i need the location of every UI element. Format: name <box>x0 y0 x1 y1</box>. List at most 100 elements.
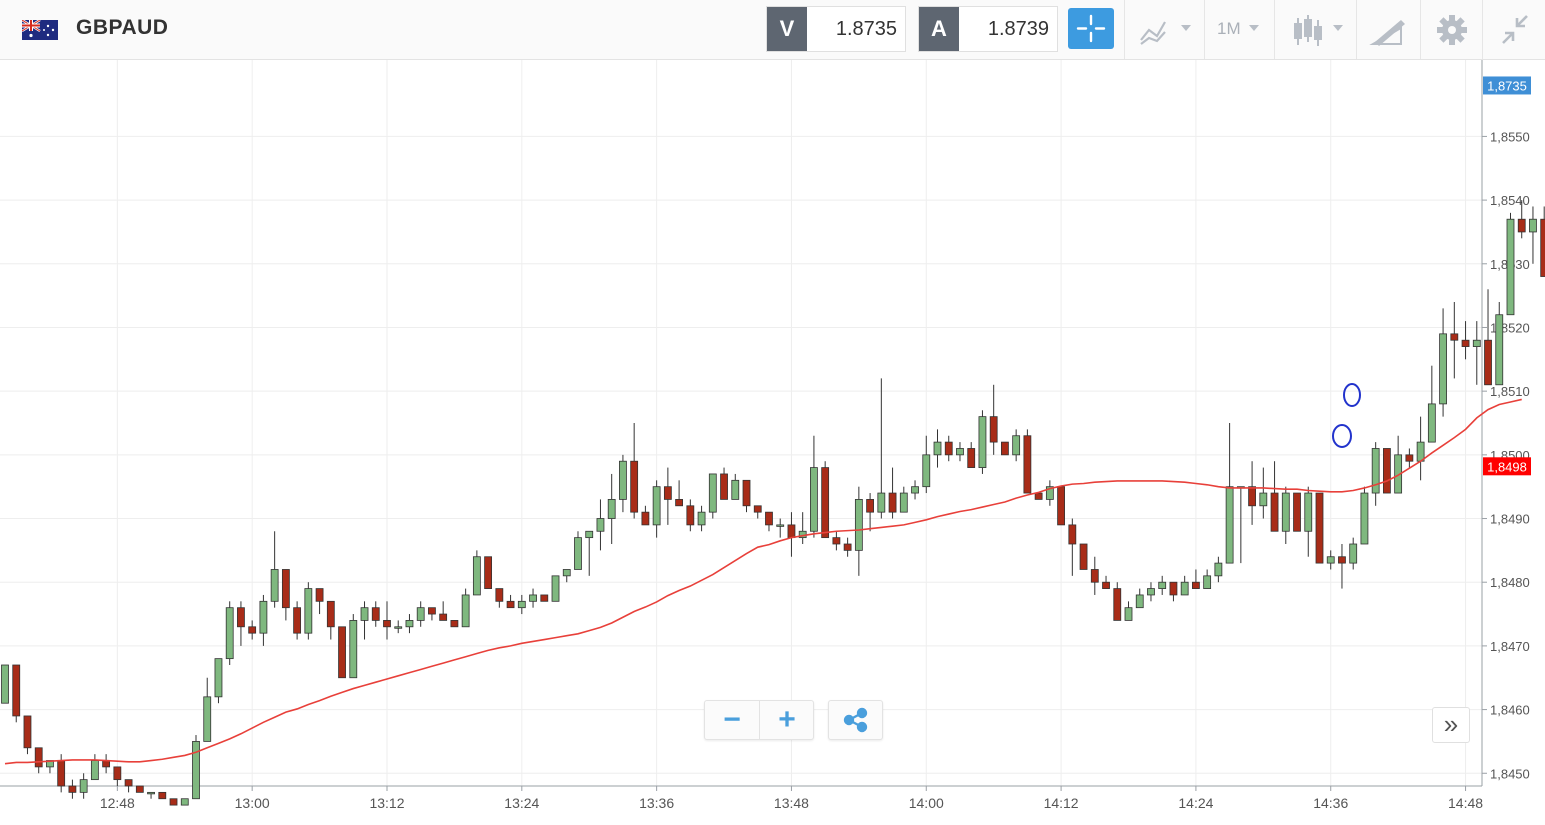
candle-body-up <box>1045 486 1054 500</box>
candle-body-down <box>1248 486 1256 507</box>
candle-body-down <box>1023 435 1032 494</box>
candle <box>1472 321 1481 385</box>
instrument-symbol: GBPAUD <box>76 16 169 39</box>
candle-body-down <box>1517 218 1526 233</box>
candle-body-down <box>1057 486 1065 526</box>
candle-body-down <box>1090 569 1099 583</box>
candle <box>338 626 346 679</box>
candle-body-up <box>1259 492 1268 507</box>
candle <box>1281 486 1290 544</box>
candle-body-down <box>1079 543 1088 570</box>
candle <box>259 594 268 646</box>
candle-body-up <box>854 499 863 551</box>
candle-body-down <box>742 479 751 507</box>
candle-body-up <box>270 569 279 602</box>
candle-body-down <box>135 785 144 793</box>
candle <box>675 480 683 507</box>
y-tick-label: 1,8510 <box>1490 384 1530 399</box>
candle <box>225 601 234 665</box>
candle-body-down <box>1068 524 1077 545</box>
candle <box>439 601 448 621</box>
candle <box>495 588 504 608</box>
candle <box>1439 308 1447 417</box>
candle <box>1338 544 1346 589</box>
candle-body-up <box>304 588 313 634</box>
x-tick-label: 13:24 <box>504 795 539 811</box>
moving-average-line <box>4 398 1522 765</box>
candle-body-up <box>192 741 200 800</box>
drawing-tools-button[interactable] <box>1356 0 1420 59</box>
candle <box>1315 492 1324 564</box>
x-tick-label: 14:36 <box>1313 795 1348 811</box>
chart-type-button[interactable] <box>1274 0 1356 59</box>
indicators-button[interactable] <box>1124 0 1204 59</box>
chart-toolbar: GBPAUD V 1.8735 A 1.8739 1M <box>0 0 1545 60</box>
crosshair-button[interactable] <box>1068 8 1114 49</box>
candle <box>1517 200 1526 239</box>
sell-tag: V <box>767 7 807 51</box>
candle <box>1169 581 1178 602</box>
candle <box>641 505 650 526</box>
candle <box>1090 556 1099 595</box>
candle <box>562 569 571 583</box>
candle <box>281 569 290 621</box>
candle <box>956 442 964 462</box>
candle <box>742 479 751 513</box>
candle-body-down <box>383 620 391 628</box>
candle-body-up <box>911 486 919 494</box>
candle-body-up <box>607 499 616 519</box>
candle <box>776 518 785 538</box>
price-chart[interactable]: 1,84501,84601,84701,84801,84901,85001,85… <box>0 60 1545 825</box>
scroll-to-latest-button[interactable]: » <box>1432 707 1470 743</box>
candle <box>585 530 594 576</box>
candle-body-down <box>102 760 111 768</box>
candle-body-up <box>574 537 582 570</box>
candle-body-up <box>360 607 369 621</box>
candle-body-up <box>1012 435 1021 456</box>
candle <box>1001 441 1009 456</box>
sell-quote-button[interactable]: V 1.8735 <box>766 6 906 52</box>
timeframe-label: 1M <box>1217 19 1241 38</box>
candle-body-up <box>147 791 155 795</box>
candle-body-up <box>1472 339 1481 347</box>
zoom-out-button[interactable]: − <box>723 703 741 736</box>
chevron-down-icon <box>1249 25 1259 31</box>
candle-body-up <box>1529 218 1537 233</box>
timeframe-button[interactable]: 1M <box>1204 0 1274 59</box>
candle-body-down <box>326 600 335 628</box>
candle-body-down <box>675 499 683 507</box>
candle <box>596 499 605 551</box>
candle <box>1203 569 1212 589</box>
candle-body-down <box>158 791 167 800</box>
zoom-in-button[interactable]: + <box>778 703 796 736</box>
x-axis-labels: 12:48 13:00 13:12 13:24 13:36 13:48 14:00 14:12… <box>100 786 1483 811</box>
buy-quote-button[interactable]: A 1.8739 <box>918 6 1058 52</box>
price-marker-badge <box>1483 457 1531 476</box>
candle <box>1045 480 1054 506</box>
candle-body-down <box>843 543 852 551</box>
candle <box>1057 486 1065 526</box>
x-tick-label: 14:24 <box>1178 795 1213 811</box>
candle <box>753 505 762 519</box>
candle <box>877 378 886 519</box>
candle <box>1349 537 1358 570</box>
candle-body-up <box>1281 492 1290 532</box>
candle <box>574 531 582 570</box>
candle-body-down <box>506 600 515 609</box>
candle-body-up <box>877 492 886 513</box>
settings-button[interactable] <box>1420 0 1482 59</box>
candle <box>619 454 627 513</box>
zoom-controls: − + <box>704 700 814 740</box>
candle-body-down <box>832 537 841 545</box>
candle <box>450 620 459 628</box>
candle <box>731 473 740 500</box>
candle-body-down <box>484 556 493 589</box>
candle-body-up <box>529 594 537 602</box>
candle-body-down <box>1383 448 1391 494</box>
candlestick-icon <box>1294 15 1343 46</box>
collapse-button[interactable] <box>1482 0 1545 59</box>
share-button[interactable] <box>828 700 883 740</box>
candle <box>158 791 167 800</box>
candle <box>237 601 245 646</box>
candle <box>1326 550 1335 570</box>
